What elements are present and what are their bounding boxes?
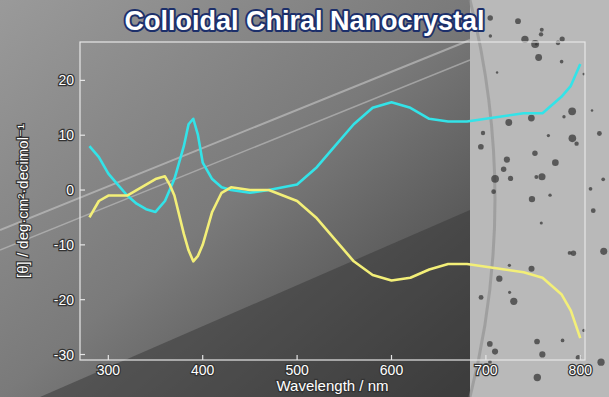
- x-tick: [580, 355, 581, 360]
- tem-particles: [478, 15, 607, 381]
- tem-particle: [597, 131, 602, 136]
- tem-particle: [496, 71, 498, 73]
- y-tick: [80, 299, 85, 300]
- cuvette-edge: [0, 40, 470, 230]
- x-tick: [391, 355, 392, 360]
- tem-particle: [505, 119, 512, 126]
- tem-particle: [552, 159, 559, 166]
- tem-particle: [568, 251, 572, 255]
- y-tick: [80, 354, 85, 355]
- tem-particle: [487, 341, 493, 347]
- chart: 300 400 500 600 700 800 -30 -20 -10 0 10 20 Waveleng…: [0, 0, 609, 397]
- x-tick: [202, 355, 203, 360]
- tem-particle: [547, 134, 550, 137]
- y-tick: [80, 135, 85, 136]
- tem-particle: [534, 374, 541, 381]
- cd-curve: [89, 64, 580, 212]
- x-tick: [108, 355, 109, 360]
- tem-particle: [534, 175, 538, 179]
- tem-particle: [601, 177, 605, 181]
- x-tick-label: 500: [285, 362, 309, 378]
- y-tick: [80, 244, 85, 245]
- tem-particle: [508, 291, 511, 294]
- tem-particle: [510, 298, 517, 305]
- y-tick-label: 20: [58, 72, 74, 88]
- x-tick-label: 800: [569, 362, 593, 378]
- tem-particle: [591, 208, 596, 213]
- tem-particle: [540, 222, 543, 225]
- tem-particle: [492, 349, 498, 355]
- tem-particle: [489, 34, 492, 37]
- tem-particle: [481, 131, 485, 135]
- tem-particle: [548, 193, 551, 196]
- tem-particle: [478, 144, 484, 150]
- tem-particle: [529, 196, 535, 202]
- x-tick-label: 400: [191, 362, 215, 378]
- plot-frame: [80, 42, 585, 360]
- photo-background: [0, 0, 470, 397]
- y-tick: [80, 80, 85, 81]
- y-tick-label: 10: [58, 127, 74, 143]
- tem-background: [470, 0, 609, 397]
- tem-particle: [597, 359, 604, 366]
- tem-particle: [569, 135, 577, 143]
- tem-particle: [568, 107, 576, 115]
- x-tick-label: 700: [474, 362, 498, 378]
- tem-particle: [531, 40, 539, 48]
- tem-particle: [561, 339, 565, 343]
- tem-particle: [532, 151, 537, 156]
- tem-particle: [574, 141, 578, 145]
- tem-particle: [556, 40, 561, 45]
- x-tick: [297, 355, 298, 360]
- tem-particle: [560, 60, 564, 64]
- tem-particle: [515, 18, 521, 24]
- tem-particle: [496, 276, 502, 282]
- tem-particle: [600, 248, 607, 255]
- cd-curve: [89, 176, 580, 338]
- series-group: [89, 64, 580, 338]
- x-tick-label: 600: [380, 362, 404, 378]
- tem-particle: [534, 339, 540, 345]
- cuvette-liquid: [40, 210, 470, 397]
- y-tick: [80, 189, 85, 190]
- tem-particle: [539, 32, 543, 36]
- tem-particle: [562, 115, 565, 118]
- tem-particle: [528, 115, 535, 122]
- tem-particle: [479, 295, 484, 300]
- tem-particle: [501, 167, 506, 172]
- tem-particle: [488, 15, 493, 20]
- tem-particle: [508, 264, 511, 267]
- tem-particle: [504, 156, 510, 162]
- tem-particle: [508, 176, 513, 181]
- y-axis-title: [θ] / deg·cm²·decimol⁻¹: [14, 124, 31, 278]
- tem-particle: [591, 109, 594, 112]
- y-tick-label: 0: [66, 182, 74, 198]
- tem-particle: [535, 54, 542, 61]
- title: Colloidal Chiral Nanocrystal: [124, 6, 484, 36]
- x-axis-title: Wavelength / nm: [277, 377, 389, 394]
- tem-particle: [539, 351, 545, 357]
- tem-particle: [491, 175, 499, 183]
- tem-particle: [560, 37, 565, 42]
- tem-particle: [540, 28, 544, 32]
- x-tick: [485, 355, 486, 360]
- tem-particle: [529, 266, 535, 272]
- tem-particle: [491, 189, 496, 194]
- tem-particle: [589, 187, 593, 191]
- y-tick-label: -10: [54, 237, 74, 253]
- y-tick-label: -20: [54, 292, 74, 308]
- tem-particle: [538, 173, 545, 180]
- cuvette-edge: [0, 60, 470, 250]
- y-tick-label: -30: [54, 347, 74, 363]
- tem-edge: [470, 0, 495, 397]
- x-tick-label: 300: [97, 362, 121, 378]
